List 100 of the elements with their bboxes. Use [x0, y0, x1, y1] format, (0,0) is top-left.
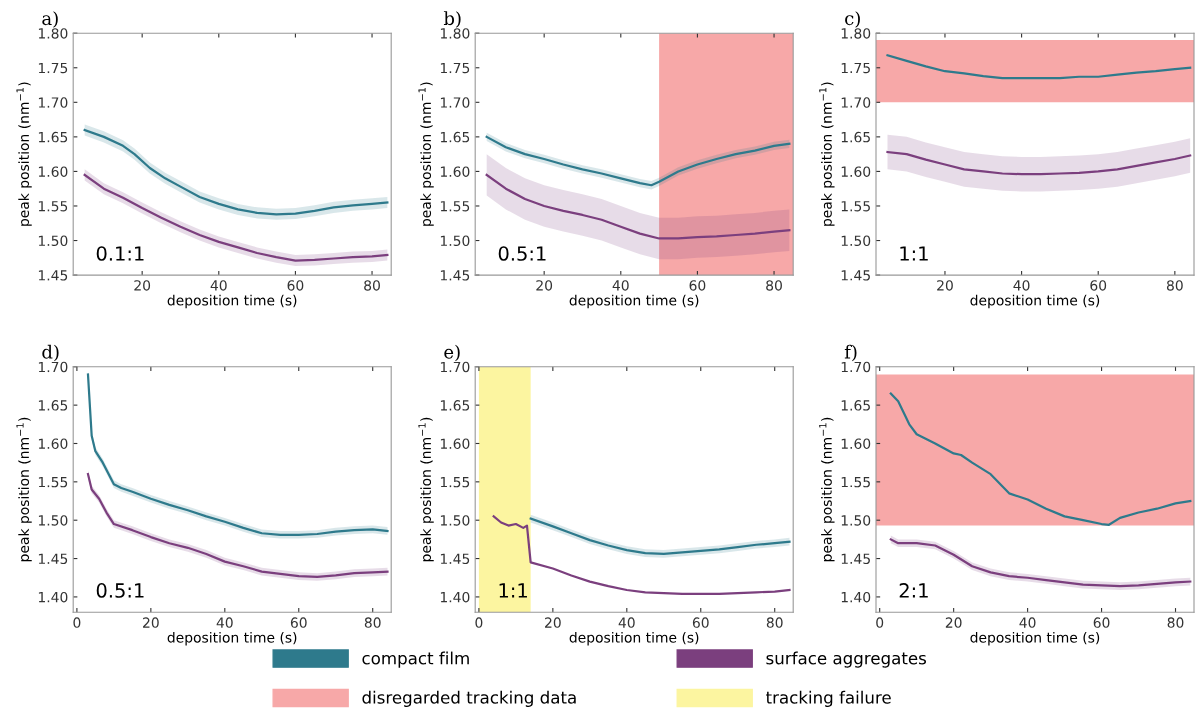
y-tick-label: 1.65	[38, 400, 68, 411]
annotation: 0.5:1	[96, 583, 144, 598]
y-tick-label: 1.45	[38, 553, 68, 565]
x-tick-label: 60	[692, 617, 709, 628]
y-tick-label: 1.45	[440, 270, 470, 281]
chart-title: e)	[444, 344, 460, 362]
y-tick-label: 1.55	[841, 477, 870, 488]
y-axis-title: peak position (nm$^{−1}$)	[418, 82, 434, 226]
x-tick-label: 40	[1019, 617, 1036, 628]
y-tick-label: 1.75	[841, 62, 870, 74]
x-tick-label: 0	[876, 617, 884, 628]
y-tick-label: 1.40	[440, 591, 470, 603]
y-axis-title: peak position (nm$^{−1}$)	[418, 417, 434, 562]
x-axis-title: deposition time (s)	[167, 294, 297, 309]
x-tick-label: 20	[945, 617, 962, 628]
line-series	[886, 150, 1192, 176]
x-tick-label: 20	[937, 280, 953, 291]
x-tick-label: 40	[612, 280, 629, 291]
y-tick-label: 1.60	[841, 438, 871, 449]
chart-title: b)	[443, 11, 461, 28]
legend-label: compact film	[362, 651, 469, 668]
y-tick-label: 1.40	[38, 591, 68, 603]
x-axis-title: deposition time (s)	[167, 631, 297, 646]
y-tick-label: 1.60	[38, 438, 68, 449]
x-tick-label: 20	[143, 617, 159, 628]
y-tick-label: 1.65	[38, 131, 68, 143]
y-tick-label: 1.70	[841, 97, 871, 108]
legend-label: surface aggregates	[766, 651, 927, 668]
line-series	[886, 54, 1192, 80]
y-tick-label: 1.50	[440, 515, 470, 526]
y-tick-label: 1.65	[440, 400, 470, 411]
annotation: 0.5:1	[498, 246, 546, 261]
x-tick-label: 0	[73, 617, 81, 628]
y-tick-label: 1.60	[841, 166, 871, 177]
y-tick-label: 1.70	[440, 361, 470, 373]
y-tick-label: 1.40	[841, 591, 871, 603]
x-tick-label: 60	[1093, 617, 1110, 628]
y-tick-label: 1.70	[38, 361, 68, 373]
x-tick-label: 40	[1013, 280, 1030, 291]
legend-label: disregarded tracking data	[362, 690, 576, 707]
y-axis-title: peak position (nm$^{−1}$)	[16, 417, 32, 562]
y-tick-label: 1.45	[440, 553, 470, 565]
y-tick-label: 1.70	[38, 97, 68, 108]
x-tick-label: 20	[536, 280, 553, 291]
y-tick-label: 1.60	[440, 166, 470, 177]
y-tick-label: 1.80	[841, 28, 871, 39]
x-tick-label: 80	[364, 280, 380, 291]
x-tick-label: 80	[766, 617, 783, 628]
x-tick-label: 0	[475, 617, 483, 628]
y-tick-label: 1.50	[38, 515, 68, 526]
x-tick-label: 20	[134, 280, 151, 291]
x-tick-label: 60	[290, 617, 307, 628]
y-tick-label: 1.45	[841, 270, 870, 281]
chart-title: d)	[42, 344, 59, 362]
chart-title: a)	[42, 11, 58, 28]
x-tick-label: 60	[1090, 280, 1107, 291]
x-axis-title: deposition time (s)	[970, 294, 1100, 309]
line-series	[485, 173, 791, 240]
y-tick-label: 1.60	[440, 438, 470, 449]
x-tick-label: 80	[1166, 280, 1183, 291]
x-tick-label: 80	[364, 617, 381, 628]
y-axis-title: peak position (nm$^{−1}$)	[819, 82, 835, 226]
x-tick-label: 60	[689, 280, 706, 291]
y-tick-label: 1.75	[38, 62, 68, 74]
annotation: 0.1:1	[96, 246, 144, 261]
annotation: 2:1	[899, 583, 928, 598]
y-tick-label: 1.55	[440, 477, 470, 488]
legend-label: tracking failure	[766, 690, 891, 707]
y-tick-label: 1.55	[38, 477, 68, 488]
y-tick-label: 1.50	[841, 235, 871, 246]
x-tick-label: 80	[766, 280, 782, 291]
annotation: 1:1	[499, 583, 527, 598]
y-tick-label: 1.65	[841, 131, 870, 143]
y-tick-label: 1.45	[841, 553, 870, 565]
y-tick-label: 1.80	[38, 28, 68, 39]
y-tick-label: 1.60	[38, 166, 68, 177]
y-tick-label: 1.55	[841, 201, 870, 212]
y-tick-label: 1.50	[38, 235, 68, 246]
y-tick-label: 1.80	[440, 28, 470, 39]
y-tick-label: 1.50	[841, 515, 871, 526]
y-tick-label: 1.55	[440, 201, 470, 212]
x-axis-title: deposition time (s)	[569, 294, 699, 309]
x-tick-label: 40	[618, 617, 635, 628]
y-axis-title: peak position (nm$^{−1}$)	[819, 417, 835, 562]
y-tick-label: 1.65	[841, 400, 870, 411]
x-tick-label: 60	[287, 280, 304, 291]
y-tick-label: 1.75	[440, 62, 470, 74]
x-tick-label: 40	[216, 617, 233, 628]
y-tick-label: 1.70	[440, 97, 470, 108]
y-tick-label: 1.50	[440, 235, 470, 246]
y-tick-label: 1.55	[38, 201, 68, 212]
chart-title: c)	[845, 11, 860, 28]
x-tick-label: 80	[1167, 617, 1184, 628]
x-tick-label: 20	[545, 617, 561, 628]
x-axis-title: deposition time (s)	[569, 631, 699, 646]
y-tick-label: 1.45	[38, 270, 68, 281]
line-series	[889, 392, 1192, 526]
y-tick-label: 1.70	[841, 361, 871, 373]
annotation: 1:1	[900, 246, 928, 261]
y-axis-title: peak position (nm$^{−1}$)	[16, 82, 32, 226]
